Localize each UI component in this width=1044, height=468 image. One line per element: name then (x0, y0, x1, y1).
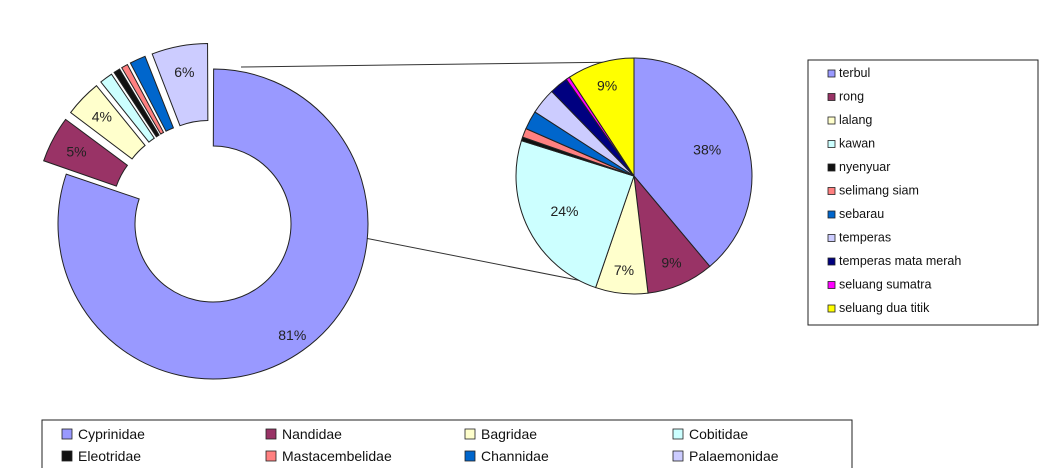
donut-label-cyprinidae: 81% (278, 327, 306, 343)
species-legend-swatch-kawan (828, 141, 835, 148)
species-legend-swatch-selimang-siam (828, 188, 835, 195)
family-legend-swatch-mastacembelidae (266, 451, 276, 461)
family-legend-label-bagridae: Bagridae (481, 426, 537, 442)
family-legend-label-cyprinidae: Cyprinidae (78, 426, 145, 442)
species-legend-label-sebarau: sebarau (839, 207, 884, 221)
family-legend-label-mastacembelidae: Mastacembelidae (282, 448, 392, 464)
species-legend-swatch-sebarau (828, 211, 835, 218)
pie-label-terbul: 38% (693, 141, 721, 157)
species-legend-swatch-terbul (828, 70, 835, 77)
family-legend-swatch-palaemonidae (673, 451, 683, 461)
pie-label-seluang-dua-titik: 9% (597, 78, 617, 94)
family-legend-swatch-cyprinidae (62, 429, 72, 439)
species-legend-label-seluang-dua-titik: seluang dua titik (839, 301, 930, 315)
family-legend-label-channidae: Channidae (481, 448, 549, 464)
species-legend-label-temperas-mata-merah: temperas mata merah (839, 254, 961, 268)
species-legend-label-seluang-sumatra: seluang sumatra (839, 278, 931, 292)
family-legend-swatch-eleotridae (62, 451, 72, 461)
family-legend-label-palaemonidae: Palaemonidae (689, 448, 779, 464)
family-legend-swatch-nandidae (266, 429, 276, 439)
species-legend-swatch-seluang-sumatra (828, 282, 835, 289)
species-legend-label-kawan: kawan (839, 137, 875, 151)
family-legend-label-cobitidae: Cobitidae (689, 426, 748, 442)
family-legend-swatch-bagridae (465, 429, 475, 439)
family-donut-chart: 81% 5% 4% 6% (44, 43, 368, 379)
family-legend-swatch-channidae (465, 451, 475, 461)
donut-label-nandidae: 5% (66, 144, 86, 160)
family-legend-swatch-cobitidae (673, 429, 683, 439)
species-legend-swatch-temperas-mata-merah (828, 258, 835, 265)
species-legend-label-selimang-siam: selimang siam (839, 184, 919, 198)
species-legend-label-terbul: terbul (839, 66, 870, 80)
donut-label-bagridae: 4% (92, 109, 112, 125)
cyprinidae-detail-pie: 38% 9% 7% 24% 9% (516, 58, 752, 294)
species-legend-swatch-temperas (828, 235, 835, 242)
species-legend-label-temperas: temperas (839, 231, 891, 245)
species-legend-swatch-lalang (828, 117, 835, 124)
pie-label-lalang: 7% (614, 262, 634, 278)
family-legend-label-nandidae: Nandidae (282, 426, 342, 442)
species-legend-swatch-nyenyuar (828, 164, 835, 171)
pie-label-kawan: 24% (550, 203, 578, 219)
pie-label-rong: 9% (661, 255, 681, 271)
species-legend: terbul rong lalang kawan nyenyuar selimang si… (808, 60, 1038, 325)
family-legend: Cyprinidae Nandidae Bagridae Cobitidae Eleot… (42, 420, 852, 468)
family-legend-label-eleotridae: Eleotridae (78, 448, 141, 464)
connector-line-top (241, 62, 626, 67)
donut-label-palaemonidae: 6% (174, 64, 194, 80)
species-legend-swatch-seluang-dua-titik (828, 305, 835, 312)
species-legend-label-nyenyuar: nyenyuar (839, 160, 890, 174)
species-legend-label-rong: rong (839, 90, 864, 104)
species-legend-label-lalang: lalang (839, 113, 872, 127)
species-legend-swatch-rong (828, 94, 835, 101)
